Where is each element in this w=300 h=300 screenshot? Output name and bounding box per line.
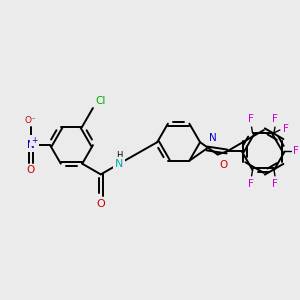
Text: F: F — [293, 146, 299, 157]
Text: F: F — [272, 179, 278, 189]
Text: N: N — [209, 133, 217, 142]
Text: O⁻: O⁻ — [25, 116, 37, 125]
Text: H: H — [116, 151, 122, 160]
Text: O: O — [27, 165, 35, 175]
Text: Cl: Cl — [96, 96, 106, 106]
Text: +: + — [32, 136, 38, 145]
Text: F: F — [272, 114, 278, 124]
Text: O: O — [220, 160, 228, 170]
Text: F: F — [283, 124, 289, 134]
Text: F: F — [248, 179, 254, 189]
Text: N: N — [27, 140, 35, 150]
Text: O: O — [96, 199, 105, 209]
Text: F: F — [248, 114, 254, 124]
Text: N: N — [115, 159, 124, 169]
